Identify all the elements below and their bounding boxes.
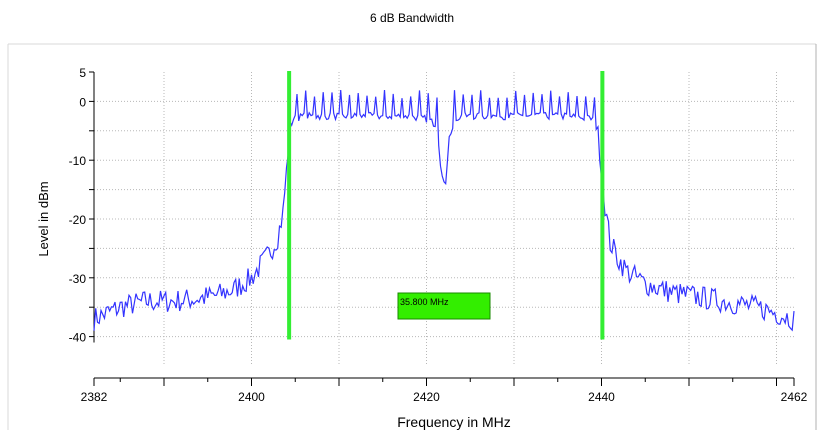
y-tick-label: -10 (69, 154, 87, 168)
x-ticks: 2382 2400 2420 2440 2462 (81, 378, 808, 404)
y-axis-label: Level in dBm (36, 181, 51, 256)
x-tick-label: 2420 (413, 390, 440, 404)
y-tick-label: -40 (69, 331, 87, 345)
x-tick-label: 2382 (81, 390, 108, 404)
y-tick-label: -20 (69, 213, 87, 227)
y-tick-label: 0 (79, 95, 86, 109)
y-tick-label: 5 (79, 66, 86, 80)
annotation-box (397, 292, 491, 320)
y-ticks: 5 0 -10 -20 -30 -40 (69, 66, 94, 345)
x-axis-label: Frequency in MHz (397, 414, 511, 430)
x-tick-label: 2400 (238, 390, 265, 404)
series-line (93, 89, 795, 332)
axes (93, 72, 794, 379)
chart-title: 6 dB Bandwidth (370, 11, 454, 25)
x-tick-label: 2440 (588, 390, 615, 404)
grid (94, 72, 794, 366)
x-tick-label: 2462 (781, 390, 808, 404)
annotation-label: 35.800 MHz (400, 297, 449, 307)
markers (287, 71, 605, 340)
bandwidth-annotation: 35.800 MHz (397, 292, 491, 320)
y-tick-label: -30 (69, 272, 87, 286)
